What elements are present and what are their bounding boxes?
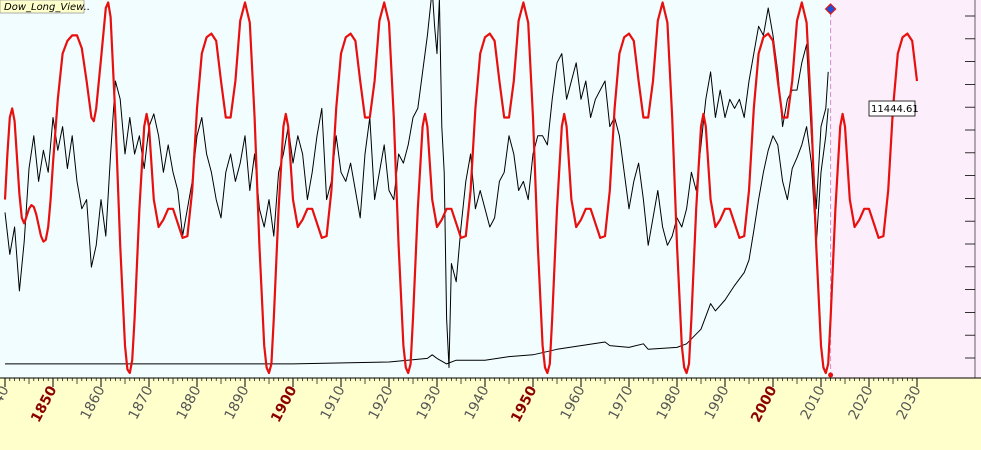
y-axis-ticks (965, 0, 976, 382)
axis-panel (0, 378, 981, 450)
title-tab-box[interactable] (0, 0, 85, 14)
title-tab-text[interactable]: Dow_Long_View.. (4, 2, 90, 13)
series-layer (3, 0, 919, 375)
forecast-zone (830, 0, 981, 378)
price-readout-text: 11444.61 (871, 104, 919, 115)
diamond-marker-icon[interactable] (824, 3, 837, 15)
price-readout-box (868, 100, 916, 117)
series-line-cycle (3, 1, 919, 375)
series-line-dow-price (5, 108, 829, 365)
top-marker[interactable] (824, 3, 837, 15)
title-tab[interactable]: Dow_Long_View.. (0, 0, 90, 14)
series-line-dow-detrended (4, 0, 829, 368)
price-readout: 11444.61 (868, 100, 919, 117)
bottom-marker-icon (828, 372, 834, 378)
